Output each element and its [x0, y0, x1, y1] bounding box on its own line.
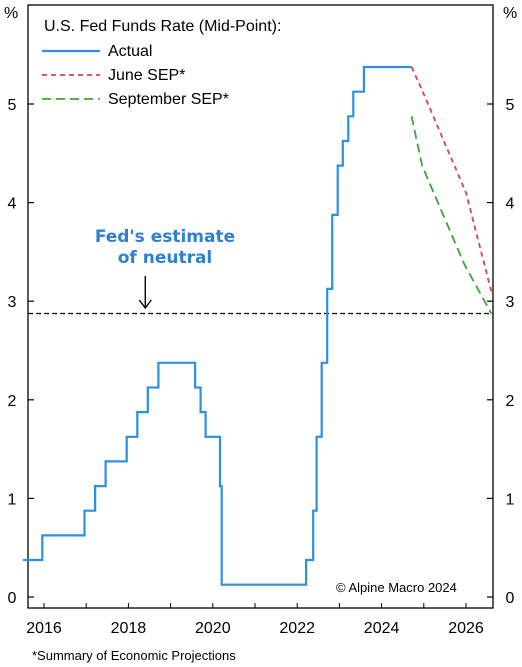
y-tick-label-left: 1: [8, 491, 17, 508]
legend-label: September SEP*: [108, 91, 229, 108]
footnote: *Summary of Economic Projections: [32, 648, 236, 663]
y-tick-label-left: 3: [8, 294, 17, 311]
chart-title: U.S. Fed Funds Rate (Mid-Point):: [44, 18, 281, 35]
copyright-credit: © Alpine Macro 2024: [336, 580, 457, 595]
legend-label: June SEP*: [108, 67, 185, 84]
x-tick-label: 2016: [26, 620, 62, 637]
neutral-annotation-line2: of neutral: [118, 248, 213, 268]
y-tick-label-right: 1: [506, 491, 515, 508]
x-axis: 2016 2018 2020 2022 2024 2026: [26, 603, 484, 637]
right-unit-label: %: [503, 5, 517, 22]
y-tick-label-left: 0: [8, 590, 17, 607]
legend: Actual June SEP* September SEP*: [42, 43, 229, 108]
arrow-head: [138, 299, 152, 310]
y-tick-label-right: 3: [506, 294, 515, 311]
y-tick-label-right: 0: [506, 590, 515, 607]
x-tick-label: 2026: [448, 620, 484, 637]
x-tick-label: 2024: [364, 620, 400, 637]
right-y-axis: 0 1 2 3 4 5: [487, 97, 515, 607]
y-tick-label-right: 2: [506, 393, 515, 410]
neutral-annotation-line1: Fed's estimate: [95, 227, 235, 247]
y-tick-label-left: 4: [8, 196, 17, 213]
x-tick-label: 2018: [111, 620, 147, 637]
legend-label: Actual: [108, 43, 152, 60]
plot-border: [27, 4, 494, 609]
plot-frame: [27, 4, 494, 609]
y-tick-label-right: 4: [506, 196, 515, 213]
y-tick-label-left: 5: [8, 97, 17, 114]
left-unit-label: %: [4, 5, 18, 22]
y-tick-label-right: 5: [506, 97, 515, 114]
left-y-axis: 0 1 2 3 4 5: [8, 97, 34, 607]
x-tick-label: 2022: [279, 620, 315, 637]
series-line-september-sep: [410, 116, 493, 314]
series-line-actual: [22, 65, 412, 586]
y-tick-label-left: 2: [8, 393, 17, 410]
neutral-arrow: [138, 276, 152, 310]
series-layer: [22, 65, 493, 586]
series-line-june-sep: [410, 66, 493, 292]
x-tick-label: 2020: [195, 620, 231, 637]
